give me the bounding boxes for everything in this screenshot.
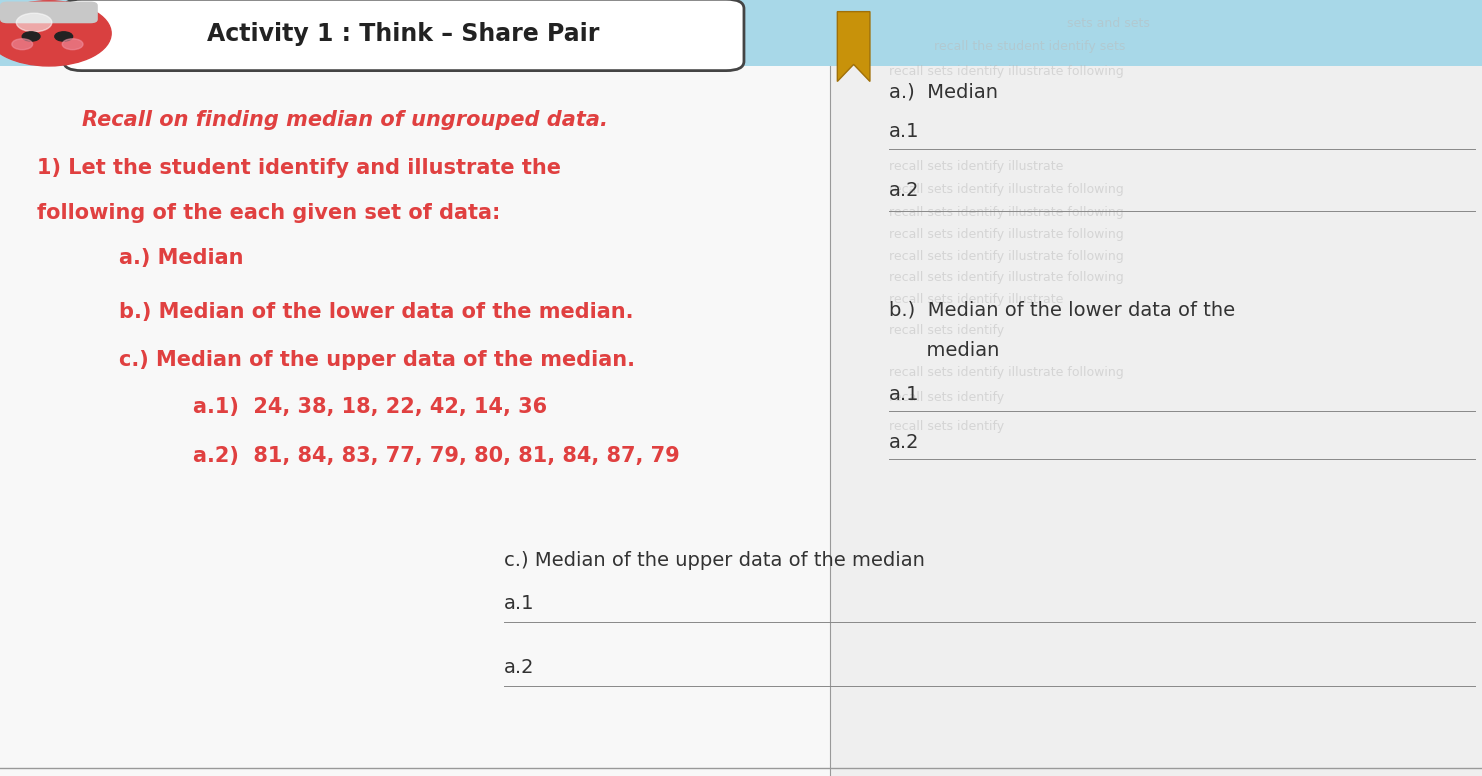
Text: recall sets identify illustrate following: recall sets identify illustrate followin… [889,250,1123,262]
FancyBboxPatch shape [0,66,830,776]
Text: following of the each given set of data:: following of the each given set of data: [37,203,501,223]
Text: a.)  Median: a.) Median [889,82,999,101]
FancyBboxPatch shape [0,0,1482,66]
Circle shape [62,39,83,50]
Text: a.1)  24, 38, 18, 22, 42, 14, 36: a.1) 24, 38, 18, 22, 42, 14, 36 [193,397,547,417]
FancyBboxPatch shape [64,0,744,71]
Text: recall sets identify: recall sets identify [889,391,1005,404]
Circle shape [16,13,52,32]
Circle shape [12,39,33,50]
Text: recall sets identify: recall sets identify [889,421,1005,433]
Text: recall sets identify illustrate following: recall sets identify illustrate followin… [889,65,1123,78]
Circle shape [22,32,40,41]
FancyBboxPatch shape [0,2,98,23]
Text: 1) Let the student identify and illustrate the: 1) Let the student identify and illustra… [37,158,562,178]
Text: a.2)  81, 84, 83, 77, 79, 80, 81, 84, 87, 79: a.2) 81, 84, 83, 77, 79, 80, 81, 84, 87,… [193,445,679,466]
Text: sets and sets: sets and sets [1067,17,1150,29]
Text: median: median [889,341,999,360]
Text: recall sets identify illustrate: recall sets identify illustrate [889,161,1064,173]
Text: b.)  Median of the lower data of the: b.) Median of the lower data of the [889,301,1236,320]
Circle shape [55,32,73,41]
Text: c.) Median of the upper data of the median.: c.) Median of the upper data of the medi… [119,350,634,370]
Text: a.1: a.1 [889,123,920,141]
Text: Recall on finding median of ungrouped data.: Recall on finding median of ungrouped da… [82,110,608,130]
Text: c.) Median of the upper data of the median: c.) Median of the upper data of the medi… [504,551,925,570]
Text: recall sets identify illustrate: recall sets identify illustrate [889,293,1064,306]
Text: recall the student identify sets: recall the student identify sets [934,40,1125,53]
Text: Activity 1 : Think – Share Pair: Activity 1 : Think – Share Pair [207,23,599,46]
Text: a.2: a.2 [889,433,920,452]
Text: recall sets identify illustrate following: recall sets identify illustrate followin… [889,228,1123,241]
Text: recall sets identify illustrate following: recall sets identify illustrate followin… [889,272,1123,284]
Polygon shape [837,12,870,81]
Text: recall sets identify illustrate following: recall sets identify illustrate followin… [889,366,1123,379]
Text: a.) Median: a.) Median [119,248,243,268]
Text: recall sets identify: recall sets identify [889,324,1005,337]
Text: a.1: a.1 [504,594,535,613]
Text: recall sets identify illustrate following: recall sets identify illustrate followin… [889,206,1123,219]
Circle shape [0,1,111,66]
Text: a.2: a.2 [504,658,535,677]
Text: recall sets identify illustrate following: recall sets identify illustrate followin… [889,183,1123,196]
Text: b.) Median of the lower data of the median.: b.) Median of the lower data of the medi… [119,302,633,322]
Text: a.1: a.1 [889,385,920,404]
Text: a.2: a.2 [889,181,920,199]
